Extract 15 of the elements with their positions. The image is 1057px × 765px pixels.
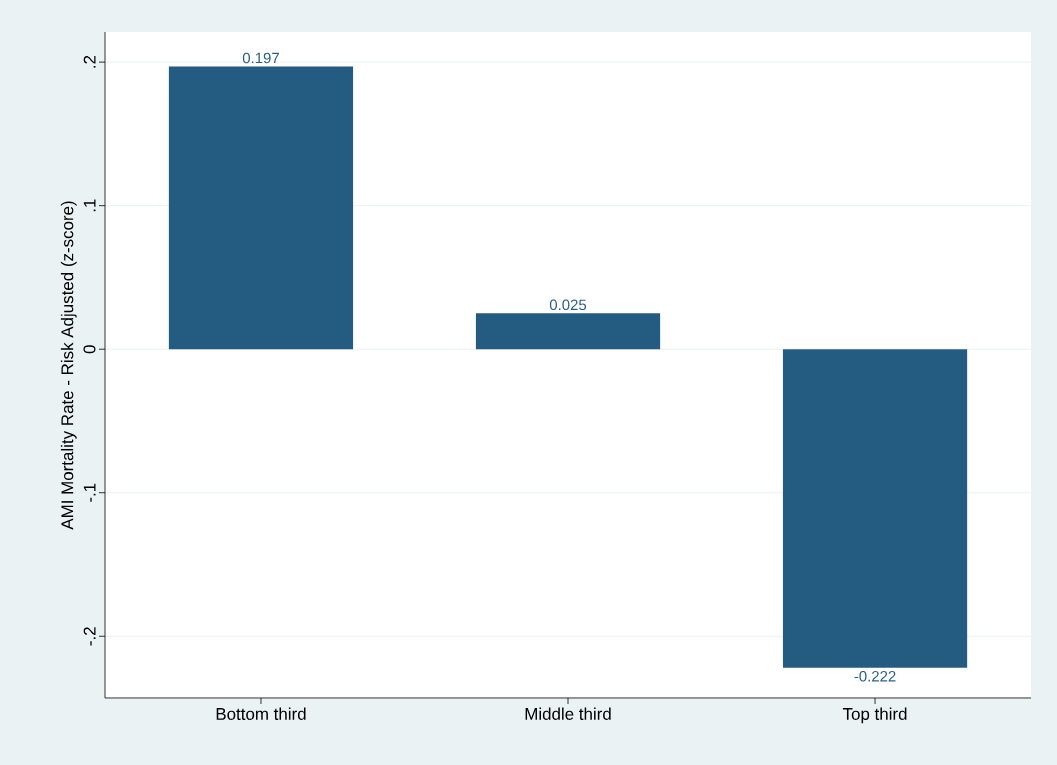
- x-tick-label: Top third: [842, 707, 907, 724]
- x-tick-label: Bottom third: [216, 707, 306, 720]
- bar: [782, 349, 968, 668]
- x-tick-label: Middle third: [525, 707, 611, 720]
- data-label: 0.025: [549, 299, 587, 311]
- y-tick-label: .1: [83, 199, 96, 212]
- y-tick-label: -.2: [83, 627, 96, 646]
- bar: [168, 66, 354, 350]
- y-axis-title: AMI Mortality Rate - Risk Adjusted (z-score): [60, 201, 77, 530]
- y-tick-label: .2: [83, 55, 96, 68]
- data-label: -0.222: [854, 671, 896, 682]
- y-tick-label: -.1: [83, 483, 96, 502]
- bar: [475, 313, 661, 350]
- y-tick-label: 0: [83, 345, 96, 354]
- data-label: 0.197: [242, 52, 279, 64]
